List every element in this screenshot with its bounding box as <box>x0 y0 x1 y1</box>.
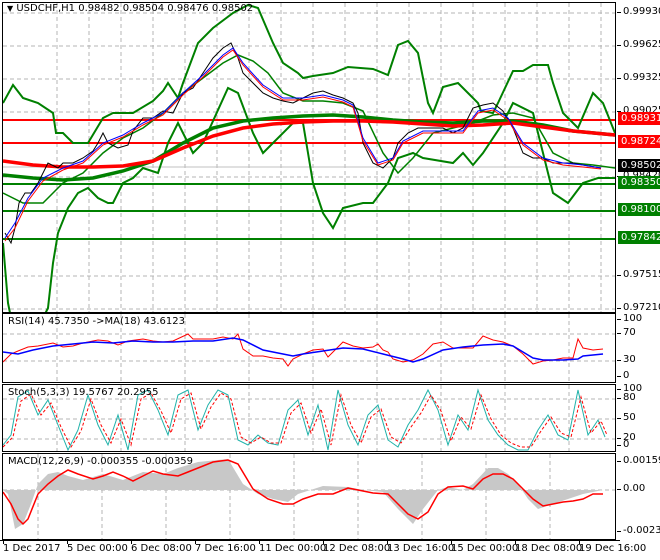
time-label: 5 Dec 00:00 <box>67 543 128 554</box>
support-label: 0.98100 <box>618 203 660 216</box>
stoch-tick: 20 <box>617 432 636 443</box>
time-label: 7 Dec 16:00 <box>195 543 256 554</box>
symbol-label: USDCHF,H1 <box>16 3 76 14</box>
resistance-label: 0.98724 <box>618 135 660 148</box>
price-tick: 0.99325 <box>616 73 660 83</box>
time-label: 6 Dec 08:00 <box>131 543 192 554</box>
main-price-chart[interactable]: ▼ USDCHF,H1 0.98482 0.98504 0.98476 0.98… <box>2 2 616 313</box>
main-chart-title: ▼ USDCHF,H1 0.98482 0.98504 0.98476 0.98… <box>7 3 253 14</box>
rsi-tick: 70 <box>617 327 636 338</box>
stochastic-panel[interactable]: Stoch(5,3,3) 19.5767 20.2955 <box>2 384 616 452</box>
price-tick: 0.97515 <box>616 270 660 280</box>
rsi-tick: 30 <box>617 354 636 365</box>
time-label: 13 Dec 16:00 <box>387 543 455 554</box>
stoch-plot <box>3 385 615 451</box>
rsi-panel[interactable]: RSI(14) 45.7350 ->MA(18) 43.6123 <box>2 313 616 383</box>
macd-tick: 0.001598 <box>617 456 660 466</box>
stoch-tick: 100 <box>616 383 643 394</box>
price-tick: 0.99625 <box>616 40 660 50</box>
macd-title: MACD(12,26,9) -0.000355 -0.000359 <box>8 456 193 467</box>
triangle-down-icon[interactable]: ▼ <box>7 4 14 13</box>
resistance-label: 0.98931 <box>618 112 660 125</box>
price-plot <box>3 3 615 312</box>
support-label: 0.98350 <box>618 176 660 189</box>
ohlc-values: 0.98482 0.98504 0.98476 0.98502 <box>78 3 254 14</box>
time-label: 12 Dec 08:00 <box>323 543 391 554</box>
support-label: 0.97842 <box>618 231 660 244</box>
stoch-tick: 50 <box>617 412 636 423</box>
current-price-label: 0.98502 <box>618 159 660 172</box>
stoch-tick: 0 <box>616 439 630 450</box>
price-tick: 0.99025 <box>616 106 660 116</box>
rsi-axis: 100 70 30 0 <box>616 313 660 383</box>
time-label: 19 Dec 16:00 <box>579 543 647 554</box>
time-label: 1 Dec 2017 <box>3 543 61 554</box>
time-axis: 1 Dec 2017 5 Dec 00:00 6 Dec 08:00 7 Dec… <box>0 540 646 560</box>
rsi-tick: 100 <box>616 313 643 324</box>
macd-plot <box>3 454 615 539</box>
stoch-title: Stoch(5,3,3) 19.5767 20.2955 <box>8 387 159 398</box>
macd-tick: 0.00 <box>616 483 646 494</box>
stoch-axis: 100 80 50 20 0 <box>616 383 660 452</box>
time-label: 11 Dec 00:00 <box>259 543 327 554</box>
rsi-plot <box>3 314 615 382</box>
macd-panel[interactable]: MACD(12,26,9) -0.000355 -0.000359 <box>2 453 616 540</box>
rsi-title: RSI(14) 45.7350 ->MA(18) 43.6123 <box>8 316 185 327</box>
time-label: 18 Dec 08:00 <box>515 543 583 554</box>
time-label: 15 Dec 00:00 <box>451 543 519 554</box>
rsi-tick: 0 <box>616 370 630 381</box>
stoch-tick: 80 <box>617 392 636 403</box>
